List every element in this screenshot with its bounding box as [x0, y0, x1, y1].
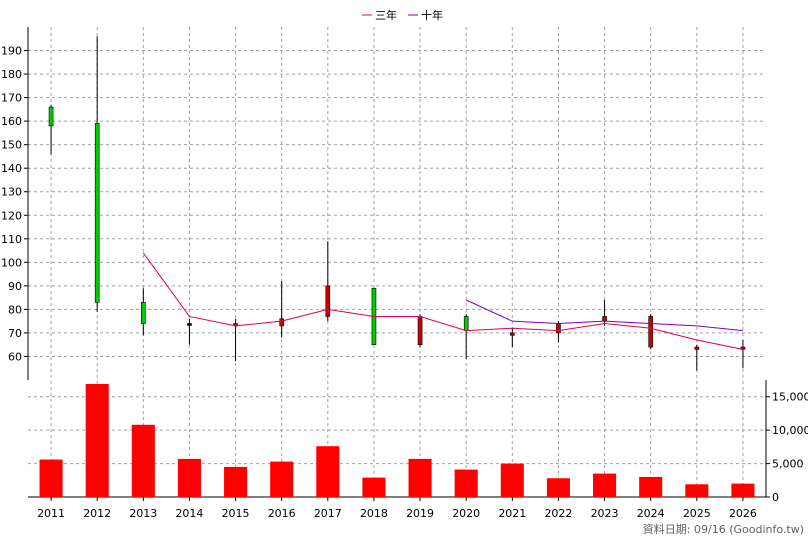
- legend-label-3yr: 三年: [375, 8, 397, 22]
- x-tick-label: 2022: [544, 507, 572, 520]
- volume-bar: [731, 483, 755, 497]
- price-tick-label: 80: [8, 303, 22, 316]
- candle-body: [279, 318, 284, 327]
- price-tick-label: 160: [1, 115, 22, 128]
- x-tick-label: 2017: [314, 507, 342, 520]
- price-tick-label: 190: [1, 45, 22, 58]
- candle-body: [141, 302, 146, 324]
- candle-body: [187, 323, 192, 326]
- candle-body: [648, 316, 653, 348]
- price-tick-label: 180: [1, 68, 22, 81]
- volume-bar: [454, 469, 478, 497]
- candle-body: [94, 123, 100, 303]
- footer-source: 資料日期: 09/16 (Goodinfo.tw): [643, 522, 804, 536]
- volume-bar: [131, 424, 155, 497]
- volume-bar: [270, 461, 294, 497]
- volume-tick-label: 15,000: [772, 391, 808, 404]
- volume-bar: [685, 484, 709, 497]
- volume-bar: [224, 466, 248, 497]
- volume-tick-label: 10,000: [772, 424, 808, 437]
- volume-tick-label: 0: [772, 491, 779, 504]
- x-tick-label: 2019: [406, 507, 434, 520]
- series-line-10yr: [465, 299, 743, 332]
- x-tick-label: 2015: [222, 507, 250, 520]
- candle-body: [325, 285, 331, 317]
- volume-bar: [500, 463, 524, 497]
- x-tick-label: 2013: [129, 507, 157, 520]
- volume-bar: [316, 446, 340, 497]
- volume-bar: [39, 459, 63, 497]
- x-tick-label: 2020: [452, 507, 480, 520]
- legend: 三年 十年: [362, 8, 443, 22]
- volume-bar: [362, 477, 386, 497]
- legend-label-10yr: 十年: [421, 8, 443, 22]
- price-tick-label: 120: [1, 209, 22, 222]
- price-tick-label: 110: [1, 233, 22, 246]
- price-tick-label: 130: [1, 186, 22, 199]
- volume-tick-label: 5,000: [772, 458, 804, 471]
- price-tick-label: 140: [1, 162, 22, 175]
- price-tick-label: 70: [8, 327, 22, 340]
- x-tick-label: 2026: [729, 507, 757, 520]
- plot-area: 60 70 80 90 100 110 120 130 140 150 160 170 180 190 0 5…: [1, 27, 808, 520]
- candle-body: [602, 316, 607, 322]
- price-tick-label: 100: [1, 256, 22, 269]
- volume-bar: [546, 478, 570, 497]
- x-tick-label: 2021: [498, 507, 526, 520]
- volume-bar: [593, 473, 617, 497]
- candle-body: [694, 346, 700, 350]
- series-line-3yr: [142, 252, 744, 350]
- x-tick-label: 2012: [83, 507, 111, 520]
- volume-bar: [177, 458, 201, 497]
- candle-body: [510, 332, 515, 336]
- candle-body: [463, 316, 469, 331]
- price-tick-label: 60: [8, 350, 22, 363]
- x-tick-label: 2016: [268, 507, 296, 520]
- price-tick-label: 150: [1, 139, 22, 152]
- x-tick-label: 2018: [360, 507, 388, 520]
- candle-body: [417, 316, 423, 345]
- volume-bar: [408, 458, 432, 497]
- candle-body: [48, 106, 54, 127]
- candle-body: [556, 323, 561, 334]
- x-tick-label: 2023: [591, 507, 619, 520]
- volume-bar: [85, 384, 109, 497]
- x-tick-label: 2014: [175, 507, 203, 520]
- price-tick-label: 170: [1, 92, 22, 105]
- x-tick-label: 2011: [37, 507, 65, 520]
- price-tick-label: 90: [8, 280, 22, 293]
- x-tick-label: 2024: [637, 507, 665, 520]
- volume-bar: [639, 476, 663, 497]
- x-tick-label: 2025: [683, 507, 711, 520]
